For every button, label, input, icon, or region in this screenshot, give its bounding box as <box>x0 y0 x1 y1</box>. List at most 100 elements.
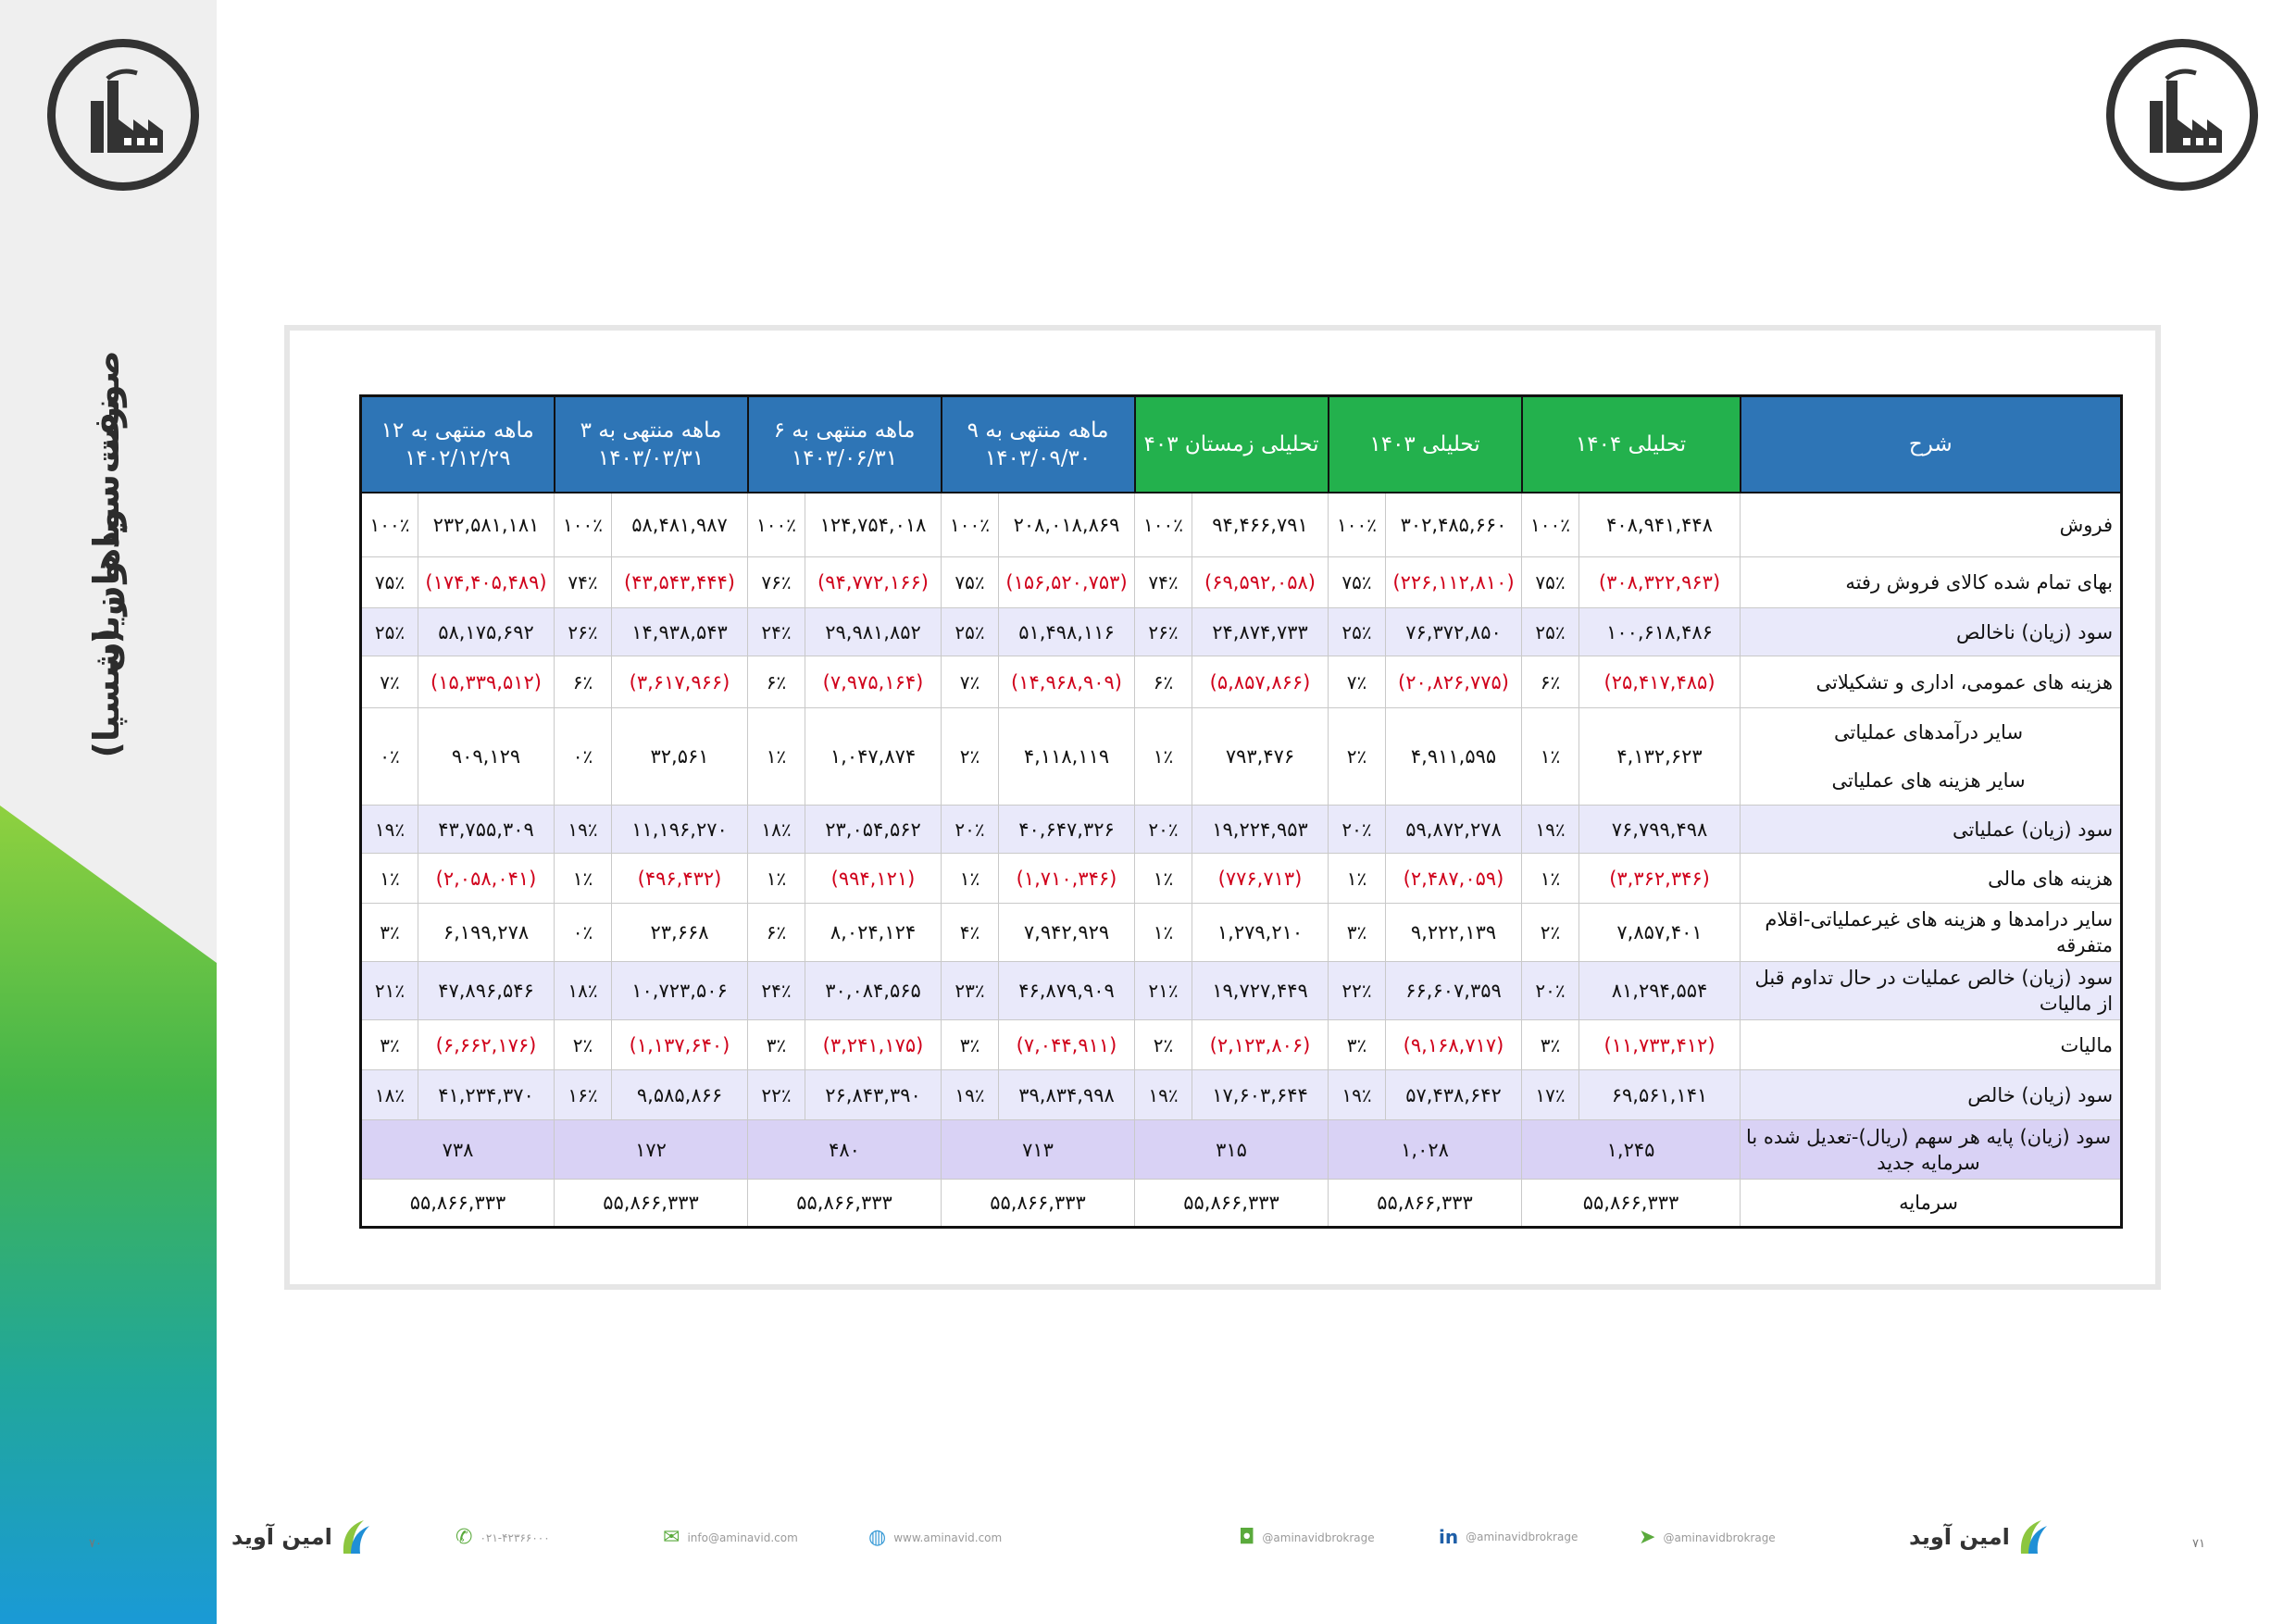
value-cell: ۷۹۳,۴۷۶ <box>1192 707 1329 806</box>
sidebar-title-line2: نفت سپاهان (شسپا) <box>86 397 127 758</box>
value-cell: (۲,۰۵۸,۰۴۱) <box>417 853 555 904</box>
pct-cell: ۷٪ <box>1328 656 1387 708</box>
value-cell: (۱۴,۹۶۸,۹۰۹) <box>998 656 1136 708</box>
pct-cell: ۲۴٪ <box>747 607 806 656</box>
pct-cell: ۰٪ <box>360 707 418 806</box>
value-cell: (۵,۸۵۷,۸۶۶) <box>1192 656 1329 708</box>
value-cell: ۸۱,۲۹۴,۵۵۴ <box>1578 961 1741 1020</box>
pct-cell: ۱۸٪ <box>747 805 806 854</box>
table-row: ۰٪ ۹۰۹,۱۲۹ ۰٪ ۳۲,۵۶۱ ۱٪ ۱,۰۴۷,۸۷۴ ۲٪ ۴,۱… <box>360 707 2123 806</box>
telegram-text: @aminavidbrokrage <box>1663 1530 1776 1544</box>
value-cell: (۱۵۶,۵۲۰,۷۵۳) <box>998 556 1136 608</box>
value-cell: (۲۲۶,۱۱۲,۸۱۰) <box>1385 556 1523 608</box>
value-cell: ۱,۰۴۷,۸۷۴ <box>805 707 942 806</box>
value-cell: (۳,۲۴۱,۱۷۵) <box>805 1019 942 1070</box>
header-1404: تحلیلی ۱۴۰۴ <box>1520 394 1741 493</box>
pct-cell: ۱۰۰٪ <box>747 492 806 557</box>
capital-cell: ۵۵,۸۶۶,۳۳۳ <box>1328 1179 1523 1228</box>
pct-cell: ۱۰۰٪ <box>941 492 1000 557</box>
brand-mark-icon <box>2020 1520 2047 1554</box>
pct-cell: ۳٪ <box>1328 1019 1387 1070</box>
eps-cell: ۳۱۵ <box>1134 1119 1329 1180</box>
value-cell: (۹۴,۷۷۲,۱۶۶) <box>805 556 942 608</box>
row-label: سایر درامدها و هزینه های غیرعملیاتی-اقلا… <box>1740 903 2123 962</box>
eps-cell: ۱,۰۲۸ <box>1328 1119 1523 1180</box>
pct-cell: ۲۵٪ <box>941 607 1000 656</box>
instagram-icon: ◘ <box>1239 1526 1255 1549</box>
pct-cell: ۱٪ <box>1521 853 1580 904</box>
value-cell: ۵۷,۴۳۸,۶۴۲ <box>1385 1069 1523 1120</box>
footer-email[interactable]: ✉ info@aminavid.com <box>663 1526 798 1549</box>
pct-cell: ۲۰٪ <box>1134 805 1193 854</box>
value-cell: ۲۰۸,۰۱۸,۸۶۹ <box>998 492 1136 557</box>
footer-telegram[interactable]: ➤ @aminavidbrokrage <box>1639 1526 1776 1549</box>
pct-cell: ۱٪ <box>747 707 806 806</box>
factory-icon <box>91 69 163 153</box>
value-cell: ۴۰,۶۴۷,۳۲۶ <box>998 805 1136 854</box>
row-label: هزینه های مالی <box>1740 853 2123 904</box>
value-cell: ۳۲,۵۶۱ <box>611 707 749 806</box>
pct-cell: ۰٪ <box>554 903 613 962</box>
pct-cell: ۱۸٪ <box>360 1069 418 1120</box>
page-number-left: ۷۰ <box>89 1537 102 1551</box>
row-label: سود (زیان) ناخالص <box>1740 607 2123 656</box>
brand-name: امین آوید <box>231 1524 332 1550</box>
value-cell: (۴۳,۵۴۳,۴۴۴) <box>611 556 749 608</box>
brand-name: امین آوید <box>1909 1524 2010 1550</box>
table-row: ۲۱٪ ۴۷,۸۹۶,۵۴۶ ۱۸٪ ۱۰,۷۲۳,۵۰۶ ۲۴٪ ۳۰,۰۸۴… <box>360 961 2123 1020</box>
pct-cell: ۲٪ <box>554 1019 613 1070</box>
pct-cell: ۳٪ <box>747 1019 806 1070</box>
eps-cell: ۷۱۳ <box>941 1119 1136 1180</box>
pct-cell: ۳٪ <box>941 1019 1000 1070</box>
table-row: ۱۸٪ ۴۱,۲۳۴,۳۷۰ ۱۶٪ ۹,۵۸۵,۸۶۶ ۲۲٪ ۲۶,۸۴۳,… <box>360 1069 2123 1120</box>
value-cell: ۲۹,۹۸۱,۸۵۲ <box>805 607 942 656</box>
pct-cell: ۱۰۰٪ <box>554 492 613 557</box>
value-cell: (۲۵,۴۱۷,۴۸۵) <box>1578 656 1741 708</box>
pct-cell: ۱۰۰٪ <box>1328 492 1387 557</box>
value-cell: (۳۰۸,۳۲۲,۹۶۳) <box>1578 556 1741 608</box>
pct-cell: ۲٪ <box>1521 903 1580 962</box>
header-3m: ۳ ماهه منتهی به ۱۴۰۳/۰۳/۳۱ <box>553 394 749 493</box>
pct-cell: ۱۹٪ <box>554 805 613 854</box>
pct-cell: ۷۵٪ <box>941 556 1000 608</box>
pct-cell: ۶٪ <box>747 903 806 962</box>
value-cell: ۹۴,۴۶۶,۷۹۱ <box>1192 492 1329 557</box>
pct-cell: ۷۴٪ <box>554 556 613 608</box>
value-cell: ۹,۵۸۵,۸۶۶ <box>611 1069 749 1120</box>
value-cell: ۴۰۸,۹۴۱,۴۴۸ <box>1578 492 1741 557</box>
eps-cell: ۱,۲۴۵ <box>1521 1119 1741 1180</box>
footer-phone[interactable]: ✆ ۰۲۱-۴۲۳۶۶۰۰۰ <box>455 1526 550 1549</box>
value-cell: (۹,۱۶۸,۷۱۷) <box>1385 1019 1523 1070</box>
pct-cell: ۲۶٪ <box>554 607 613 656</box>
value-cell: ۴,۹۱۱,۵۹۵ <box>1385 707 1523 806</box>
pct-cell: ۳٪ <box>360 903 418 962</box>
value-cell: ۴,۱۱۸,۱۱۹ <box>998 707 1136 806</box>
brand-logo-left: امین آوید <box>231 1518 371 1555</box>
pct-cell: ۶٪ <box>747 656 806 708</box>
value-cell: ۴۱,۲۳۴,۳۷۰ <box>417 1069 555 1120</box>
value-cell: ۹,۲۲۲,۱۳۹ <box>1385 903 1523 962</box>
pct-cell: ۱٪ <box>747 853 806 904</box>
footer-linkedin[interactable]: in @aminavidbrokrage <box>1439 1526 1578 1548</box>
footer-website[interactable]: ◍ www.aminavid.com <box>868 1526 1002 1549</box>
pct-cell: ۱۹٪ <box>941 1069 1000 1120</box>
value-cell: (۷,۰۴۴,۹۱۱) <box>998 1019 1136 1070</box>
capital-cell: ۵۵,۸۶۶,۳۳۳ <box>941 1179 1136 1228</box>
pct-cell: ۱٪ <box>1134 903 1193 962</box>
pct-cell: ۶٪ <box>1521 656 1580 708</box>
phone-text: ۰۲۱-۴۲۳۶۶۰۰۰ <box>480 1530 550 1544</box>
table-row: ۱۹٪ ۴۳,۷۵۵,۳۰۹ ۱۹٪ ۱۱,۱۹۶,۲۷۰ ۱۸٪ ۲۳,۰۵۴… <box>360 805 2123 854</box>
capital-cell: ۵۵,۸۶۶,۳۳۳ <box>1134 1179 1329 1228</box>
pct-cell: ۲۶٪ <box>1134 607 1193 656</box>
pct-cell: ۲۰٪ <box>1328 805 1387 854</box>
footer-instagram[interactable]: ◘ @aminavidbrokrage <box>1239 1526 1375 1549</box>
telegram-icon: ➤ <box>1639 1526 1656 1549</box>
header-winter-403: تحلیلی زمستان ۴۰۳ <box>1133 394 1329 493</box>
mouse-icon: ◍ <box>868 1526 887 1549</box>
pct-cell: ۲۰٪ <box>1521 961 1580 1020</box>
value-cell: ۵۱,۴۹۸,۱۱۶ <box>998 607 1136 656</box>
pct-cell: ۷٪ <box>941 656 1000 708</box>
row-label: هزینه های عمومی، اداری و تشکیلاتی <box>1740 656 2123 708</box>
value-cell: ۶۹,۵۶۱,۱۴۱ <box>1578 1069 1741 1120</box>
value-cell: ۷۶,۳۷۲,۸۵۰ <box>1385 607 1523 656</box>
